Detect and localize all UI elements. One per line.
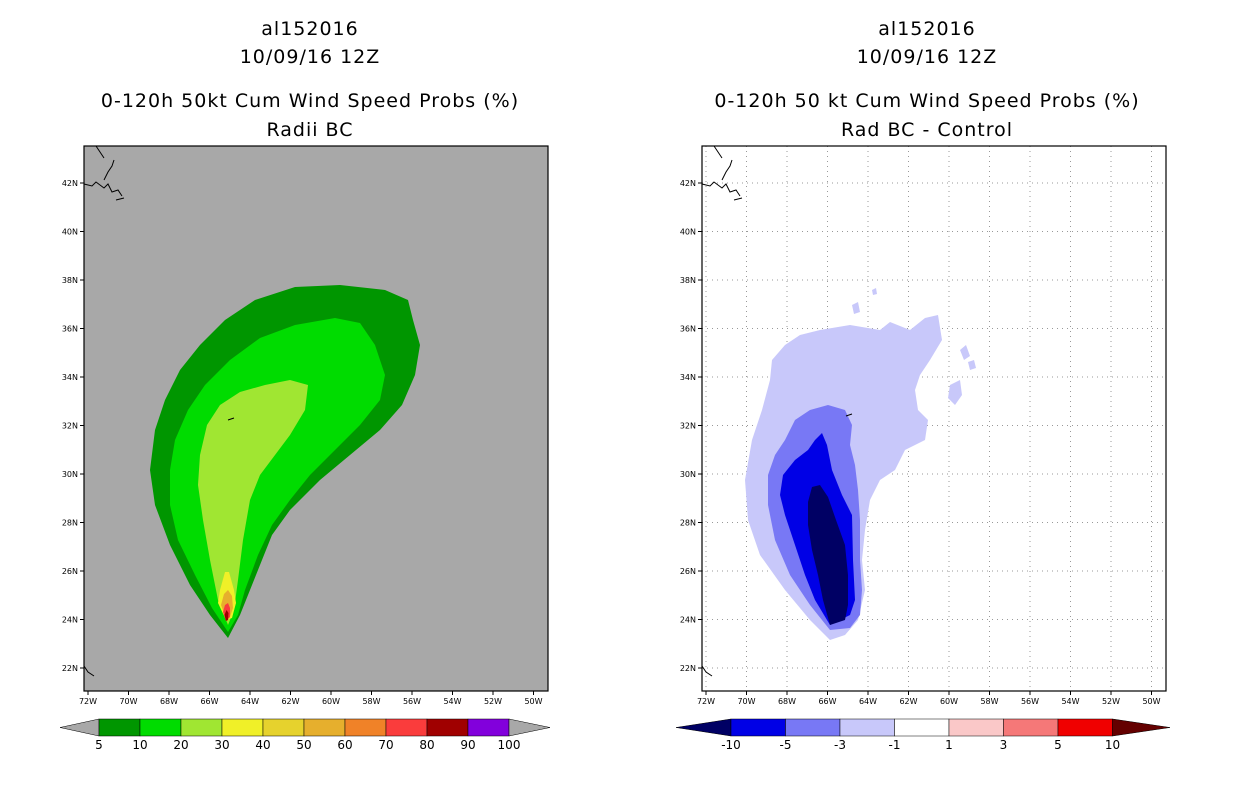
left-colorbar: 5 10 20 30 40 50 60 70 80 90 100 — [59, 718, 551, 752]
right-lon-label: 50W — [1142, 697, 1160, 706]
right-colorbar-label: -5 — [780, 738, 792, 752]
right-lon-ticks: 72W 70W 68W 66W 64W 62W 60W 58W 56W 54W 52W 50W — [697, 691, 1161, 706]
left-lat-label: 42N — [62, 179, 78, 188]
right-lat-label: 42N — [680, 179, 696, 188]
right-lon-label: 56W — [1021, 697, 1039, 706]
right-coastline — [701, 145, 853, 677]
right-lat-label: 28N — [680, 519, 696, 528]
left-colorbar-label: 50 — [296, 738, 311, 752]
left-colorbar-label: 60 — [337, 738, 352, 752]
left-contour-80 — [224, 610, 229, 621]
left-title-storm-id: al152016 — [261, 18, 359, 40]
left-colorbar-label: 20 — [173, 738, 188, 752]
right-lon-label: 54W — [1061, 697, 1079, 706]
right-colorbar-under-arrow — [675, 718, 732, 737]
right-lon-label: 64W — [859, 697, 877, 706]
right-lon-label: 60W — [940, 697, 958, 706]
left-colorbar-label: 100 — [498, 738, 521, 752]
right-colorbar-swatch — [948, 718, 1004, 737]
left-title-product: 0-120h 50kt Cum Wind Speed Probs (%) — [100, 90, 520, 112]
right-colorbar-over-arrow — [1112, 718, 1171, 737]
left-lon-label: 60W — [322, 697, 340, 706]
left-lat-label: 30N — [62, 470, 78, 479]
right-colorbar-swatch — [1003, 718, 1059, 737]
right-colorbar-label: 5 — [1054, 738, 1062, 752]
left-lat-label: 34N — [62, 373, 78, 382]
right-lat-label: 40N — [680, 228, 696, 237]
right-lat-label: 38N — [680, 276, 696, 285]
left-lon-label: 64W — [241, 697, 259, 706]
left-colorbar-over-arrow — [508, 718, 551, 737]
right-lat-ticks: 42N 40N 38N 36N 34N 32N 30N 28N 26N 24N 22N — [680, 179, 702, 673]
right-gridlines — [702, 146, 1166, 691]
left-lon-ticks: 72W 70W 68W 66W 64W 62W 60W 58W 56W 54W 52W 50W — [79, 691, 543, 706]
right-lon-label: 62W — [899, 697, 917, 706]
left-colorbar-label: 10 — [132, 738, 147, 752]
right-lon-label: 68W — [778, 697, 796, 706]
left-lat-label: 28N — [62, 519, 78, 528]
left-lon-label: 52W — [484, 697, 502, 706]
right-lon-label: 66W — [818, 697, 836, 706]
left-lon-label: 72W — [79, 697, 97, 706]
right-colorbar-swatch — [730, 718, 786, 737]
left-lat-label: 36N — [62, 325, 78, 334]
left-colorbar-label: 90 — [460, 738, 475, 752]
left-lat-label: 26N — [62, 567, 78, 576]
right-lat-label: 26N — [680, 567, 696, 576]
left-map-frame — [83, 145, 549, 692]
right-contour-minus-10 — [808, 485, 848, 625]
left-colorbar-label: 70 — [378, 738, 393, 752]
left-colorbar-label: 80 — [419, 738, 434, 752]
left-lon-label: 62W — [281, 697, 299, 706]
left-lat-label: 38N — [62, 276, 78, 285]
left-colorbar-label: 30 — [214, 738, 229, 752]
right-lon-label: 58W — [980, 697, 998, 706]
right-lat-label: 30N — [680, 470, 696, 479]
right-lat-label: 22N — [680, 664, 696, 673]
left-map-panel: 42N 40N 38N 36N 34N 32N 30N 28N 26N 24N 22N 72W 70W… — [59, 145, 551, 752]
right-colorbar-swatch — [1057, 718, 1113, 737]
left-lon-label: 70W — [119, 697, 137, 706]
right-title-subtitle: Rad BC - Control — [840, 119, 1014, 141]
left-title-date: 10/09/16 12Z — [239, 46, 381, 68]
left-lat-label: 22N — [62, 664, 78, 673]
right-lon-label: 72W — [697, 697, 715, 706]
right-lon-label: 70W — [737, 697, 755, 706]
left-coastline — [83, 145, 235, 677]
left-colorbar-label: 40 — [255, 738, 270, 752]
right-colorbar-label: -3 — [834, 738, 846, 752]
right-lat-label: 32N — [680, 422, 696, 431]
right-title-product: 0-120h 50 kt Cum Wind Speed Probs (%) — [714, 90, 1140, 112]
left-lon-label: 66W — [200, 697, 218, 706]
right-lat-label: 36N — [680, 325, 696, 334]
left-title-subtitle: Radii BC — [266, 119, 354, 141]
left-lon-label: 54W — [443, 697, 461, 706]
right-colorbar-label: 10 — [1105, 738, 1120, 752]
left-lat-label: 40N — [62, 228, 78, 237]
right-colorbar-swatch — [785, 718, 841, 737]
left-lon-label: 56W — [403, 697, 421, 706]
left-lon-label: 50W — [524, 697, 542, 706]
left-colorbar-label: 5 — [95, 738, 103, 752]
right-colorbar-label: 1 — [945, 738, 953, 752]
right-lat-label: 34N — [680, 373, 696, 382]
right-map-frame — [701, 145, 1167, 692]
right-lat-label: 24N — [680, 616, 696, 625]
right-title-date: 10/09/16 12Z — [856, 46, 998, 68]
left-lon-label: 58W — [362, 697, 380, 706]
right-colorbar-label: -10 — [721, 738, 741, 752]
right-colorbar-swatch — [839, 718, 895, 737]
right-colorbar-label: 3 — [1000, 738, 1008, 752]
right-colorbar-swatch — [894, 718, 950, 737]
left-lat-ticks: 42N 40N 38N 36N 34N 32N 30N 28N 26N 24N 22N — [62, 179, 84, 673]
right-colorbar: -10 -5 -3 -1 1 3 5 10 — [675, 718, 1171, 752]
right-title-storm-id: al152016 — [878, 18, 976, 40]
right-lon-label: 52W — [1102, 697, 1120, 706]
left-lon-label: 68W — [160, 697, 178, 706]
right-colorbar-label: -1 — [889, 738, 901, 752]
left-contour-20 — [198, 380, 308, 625]
left-lat-label: 32N — [62, 422, 78, 431]
left-lat-label: 24N — [62, 616, 78, 625]
